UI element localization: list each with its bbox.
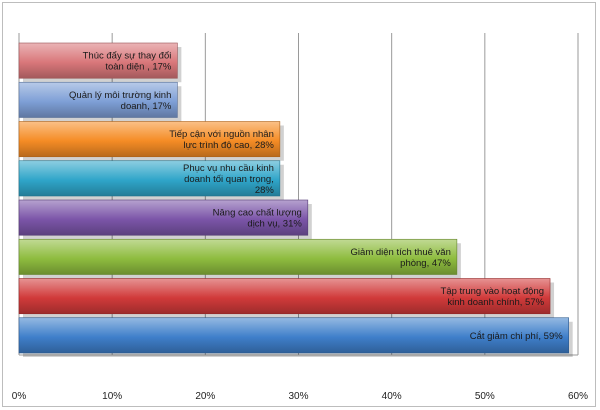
bar-data-label: Quản lý môi trường kinh doanh, 17% [69, 90, 172, 112]
bars [18, 42, 573, 357]
bar [18, 42, 178, 79]
x-tick-label: 20% [195, 391, 215, 402]
bar [18, 160, 281, 197]
bar [18, 199, 309, 236]
x-tick-label: 30% [288, 391, 308, 402]
bar [18, 121, 281, 158]
x-tick-label: 40% [382, 391, 402, 402]
bar [18, 238, 458, 275]
bar [18, 81, 178, 118]
bar-data-label: Nâng cao chất lượng dịch vụ, 31% [213, 208, 303, 230]
bar-data-label: Thúc đẩy sự thay đổi toàn diện , 17% [83, 51, 172, 73]
bar [18, 317, 569, 354]
x-tick-label: 10% [102, 391, 122, 402]
x-tick-label: 60% [568, 391, 588, 402]
bar-data-label: Tiếp cận với nguồn nhân lực trình độ cao,… [169, 129, 274, 151]
bar-data-label: Phục vụ nhu cầu kinh doanh tối quan trọng… [183, 163, 274, 196]
x-tick-label: 0% [12, 391, 27, 402]
bar-data-label: Tập trung vào hoạt động kinh doanh chính,… [441, 286, 545, 308]
bar [18, 278, 551, 315]
x-tick-label: 50% [475, 391, 495, 402]
chart-frame: Thúc đẩy sự thay đổi toàn diện , 17% Quản … [2, 2, 596, 407]
bar-data-label: Giảm diện tích thuê văn phòng, 47% [351, 247, 452, 269]
bar-data-label: Cắt giảm chi phí, 59% [470, 331, 563, 342]
x-tick-labels: 0% 10% 20% 30% 40% 50% 60% [12, 391, 588, 402]
bar-chart: Thúc đẩy sự thay đổi toàn diện , 17% Quản … [12, 33, 588, 402]
bar-labels: Thúc đẩy sự thay đổi toàn diện , 17% Quản … [69, 51, 563, 342]
